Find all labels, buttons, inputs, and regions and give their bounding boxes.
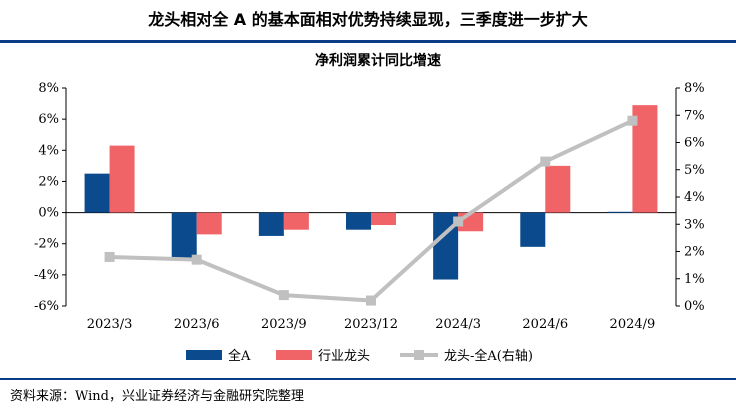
- bottom-rule: [0, 378, 736, 380]
- report-header: 龙头相对全 A 的基本面相对优势持续显现，三季度进一步扩大: [0, 0, 736, 38]
- diff-point: [366, 295, 376, 306]
- x-tick-labels: 2023/3 2023/6 2023/9 2023/12 2024/3 2024/6 202…: [87, 317, 656, 332]
- right-tick-label: 1%: [684, 272, 705, 287]
- source-note: 资料来源：Wind，兴业证券经济与金融研究院整理: [10, 389, 304, 404]
- legend-label: 全A: [228, 348, 251, 364]
- legend-swatch-marker: [414, 350, 424, 360]
- chart-axes: 8% 6% 4% 2% 0% -2% -4% -6% 8% 7% 6% 5% 4% 3% 2% 1% 0%: [34, 81, 705, 314]
- bar-leader: [109, 145, 135, 213]
- diff-point: [278, 290, 289, 301]
- legend-label: 龙头-全A(右轴): [444, 348, 533, 364]
- right-tick-label: 7%: [684, 108, 705, 123]
- bar-all-a: [520, 212, 546, 247]
- x-tick-label: 2023/6: [174, 317, 220, 332]
- top-rule: [0, 40, 736, 43]
- left-tick-label: -4%: [34, 268, 59, 283]
- right-tick-label: 6%: [684, 136, 705, 151]
- left-tick-label: 8%: [38, 81, 59, 96]
- left-tick-label: 0%: [38, 206, 59, 221]
- bar-all-a: [346, 212, 371, 230]
- diff-point: [191, 254, 202, 265]
- chart-line: [104, 115, 638, 306]
- right-tick-label: 0%: [684, 299, 705, 314]
- diff-point: [627, 115, 638, 126]
- legend-swatch: [186, 350, 222, 360]
- chart-legend: 全A 行业龙头 龙头-全A(右轴): [186, 348, 533, 364]
- left-tick-label: 2%: [38, 174, 59, 189]
- left-tick-label: 4%: [38, 143, 59, 158]
- legend-label: 行业龙头: [318, 349, 370, 364]
- bar-all-a: [171, 212, 197, 260]
- bar-leader: [196, 212, 222, 235]
- x-tick-label: 2024/6: [522, 317, 568, 332]
- bar-all-a: [607, 211, 633, 213]
- bar-all-a: [258, 212, 284, 236]
- diff-point: [540, 156, 551, 167]
- x-tick-label: 2024/9: [610, 317, 656, 332]
- bar-leader: [283, 212, 309, 230]
- x-tick-label: 2023/9: [261, 317, 307, 332]
- page-title: 龙头相对全 A 的基本面相对优势持续显现，三季度进一步扩大: [148, 10, 588, 29]
- right-tick-label: 5%: [684, 163, 705, 178]
- bar-all-a: [84, 173, 110, 213]
- left-tick-label: 6%: [38, 112, 59, 127]
- diff-point: [453, 216, 464, 227]
- right-tick-label: 2%: [684, 245, 705, 260]
- left-tick-label: -6%: [34, 299, 59, 314]
- bar-leader: [545, 165, 571, 213]
- left-tick-label: -2%: [34, 237, 59, 252]
- diff-point: [104, 251, 115, 262]
- bar-leader: [371, 212, 396, 226]
- chart-title: 净利润累计同比增速: [315, 52, 441, 69]
- right-tick-label: 3%: [684, 217, 705, 232]
- x-tick-label: 2023/12: [344, 317, 398, 332]
- x-tick-label: 2024/3: [435, 317, 481, 332]
- right-tick-label: 4%: [684, 190, 705, 205]
- legend-swatch: [276, 350, 312, 360]
- profit-growth-chart: 净利润累计同比增速 8% 6% 4% 2% 0% -2% -4% -6% 8% 7% 6% 5% 4% 3…: [34, 52, 705, 364]
- right-tick-label: 8%: [684, 81, 705, 96]
- x-tick-label: 2023/3: [87, 317, 133, 332]
- chart-bars: [84, 105, 658, 280]
